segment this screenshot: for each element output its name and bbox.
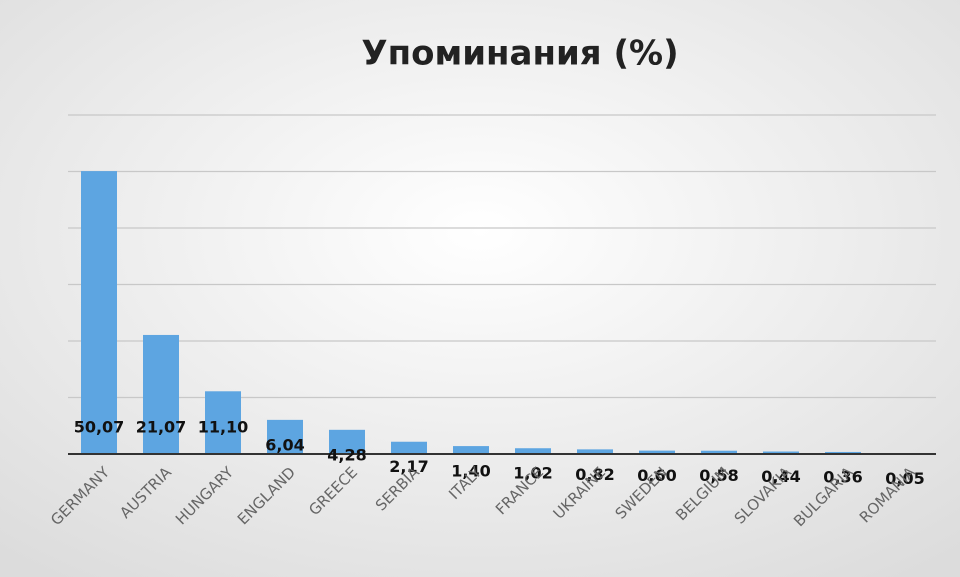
bar	[639, 450, 675, 454]
value-label: 0,60	[637, 466, 676, 485]
bar	[763, 451, 799, 454]
bar	[267, 419, 303, 454]
value-label: 4,28	[327, 445, 366, 464]
value-label: 2,17	[389, 457, 428, 476]
value-label: 21,07	[136, 418, 187, 437]
bar	[81, 171, 117, 455]
bar	[391, 441, 427, 454]
value-label: 50,07	[74, 418, 125, 437]
value-label: 1,02	[513, 464, 552, 483]
bar	[825, 451, 861, 454]
bar	[701, 450, 737, 454]
value-label: 1,40	[451, 462, 490, 481]
chart-title: Упоминания (%)	[361, 34, 678, 74]
value-label: 0,44	[761, 467, 800, 486]
value-label: 0,36	[823, 467, 862, 486]
value-label: 11,10	[198, 418, 249, 437]
value-label: 6,04	[265, 435, 304, 454]
value-label: 0,05	[885, 469, 924, 488]
bar	[329, 429, 365, 454]
bar	[577, 449, 613, 454]
bar	[515, 448, 551, 454]
bar	[143, 334, 179, 454]
value-label: 0,82	[575, 465, 614, 484]
bar	[205, 391, 241, 454]
bar	[453, 446, 489, 454]
value-label: 0,58	[699, 466, 738, 485]
